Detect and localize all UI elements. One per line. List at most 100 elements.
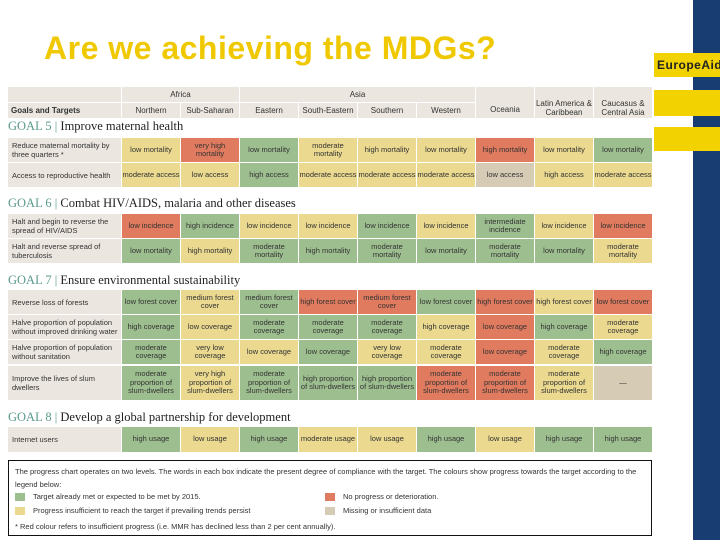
status-cell: moderate mortality — [476, 239, 534, 263]
status-cell: low coverage — [476, 340, 534, 364]
goal-heading: GOAL 7 | Ensure environmental sustainabi… — [8, 273, 608, 289]
region-group-africa: Africa — [122, 87, 239, 102]
status-cell: high incidence — [181, 214, 239, 238]
status-cell: moderate proportion of slum-dwellers — [122, 366, 180, 400]
status-cell: low incidence — [358, 214, 416, 238]
status-cell: moderate mortality — [358, 239, 416, 263]
legend-item-gray: Missing or insufficient data — [325, 506, 431, 516]
status-cell: low incidence — [240, 214, 298, 238]
status-cell: medium forest cover — [181, 290, 239, 314]
status-cell: very high proportion of slum-dwellers — [181, 366, 239, 400]
status-cell: low mortality — [122, 138, 180, 162]
status-cell: low incidence — [299, 214, 357, 238]
status-cell: low forest cover — [122, 290, 180, 314]
status-cell: low mortality — [240, 138, 298, 162]
status-cell: high coverage — [535, 315, 593, 339]
column-header: Southern — [358, 103, 416, 118]
column-header: Eastern — [240, 103, 298, 118]
status-cell: very high mortality — [181, 138, 239, 162]
separator: | — [51, 273, 61, 287]
column-header: Caucasus & Central Asia — [594, 87, 652, 118]
header-blank — [8, 87, 121, 102]
target-label: Halve proportion of population without s… — [8, 340, 121, 364]
goal-number: GOAL 6 — [8, 196, 52, 210]
status-cell: high forest cover — [299, 290, 357, 314]
legend-item-red: No progress or deterioration. — [325, 492, 439, 502]
status-cell: low coverage — [476, 315, 534, 339]
status-cell: low mortality — [417, 239, 475, 263]
status-cell: high usage — [122, 427, 180, 452]
yellow-swatch — [15, 507, 25, 516]
brand-sidebar-bar — [693, 0, 720, 540]
status-cell: moderate coverage — [594, 315, 652, 339]
status-cell: moderate proportion of slum-dwellers — [240, 366, 298, 400]
goal-number: GOAL 8 — [8, 410, 52, 424]
separator: | — [51, 196, 61, 210]
legend-item-green: Target already met or expected to be met… — [15, 492, 201, 502]
status-cell: low incidence — [535, 214, 593, 238]
target-label: Halve proportion of population without i… — [8, 315, 121, 339]
status-cell: high coverage — [594, 340, 652, 364]
status-cell: intermediate incidence — [476, 214, 534, 238]
goal-title: Improve maternal health — [60, 119, 184, 133]
status-cell: low forest cover — [594, 290, 652, 314]
status-cell: high proportion of slum-dwellers — [358, 366, 416, 400]
gray-swatch — [325, 507, 335, 516]
status-cell: moderate mortality — [240, 239, 298, 263]
separator: | — [51, 410, 61, 424]
target-label: Improve the lives of slum dwellers — [8, 366, 121, 400]
separator: | — [51, 119, 61, 133]
legend-footnote: * Red colour refers to insufficient prog… — [15, 522, 336, 531]
status-cell: high usage — [417, 427, 475, 452]
status-cell: low incidence — [594, 214, 652, 238]
status-cell: low usage — [181, 427, 239, 452]
status-cell: low mortality — [122, 239, 180, 263]
status-cell: low usage — [476, 427, 534, 452]
europeaid-logo: EuropeAid — [654, 53, 720, 77]
status-cell: moderate coverage — [240, 315, 298, 339]
status-cell: moderate proportion of slum-dwellers — [535, 366, 593, 400]
status-cell: moderate mortality — [299, 138, 357, 162]
status-cell: high access — [535, 163, 593, 187]
status-cell: low mortality — [535, 138, 593, 162]
status-cell: low usage — [358, 427, 416, 452]
legend-label: No progress or deterioration. — [343, 492, 439, 501]
goal-number: GOAL 5 — [8, 119, 52, 133]
status-cell: low coverage — [240, 340, 298, 364]
status-cell: high access — [240, 163, 298, 187]
status-cell: low mortality — [594, 138, 652, 162]
status-cell: high usage — [535, 427, 593, 452]
status-cell: low coverage — [181, 315, 239, 339]
status-cell: low forest cover — [417, 290, 475, 314]
column-header: Sub-Saharan — [181, 103, 239, 118]
status-cell: moderate coverage — [535, 340, 593, 364]
status-cell: high forest cover — [535, 290, 593, 314]
red-swatch — [325, 493, 335, 502]
status-cell: moderate access — [358, 163, 416, 187]
status-cell: high coverage — [122, 315, 180, 339]
status-cell: very low coverage — [181, 340, 239, 364]
status-cell: high mortality — [476, 138, 534, 162]
status-cell: medium forest cover — [358, 290, 416, 314]
goal-title: Ensure environmental sustainability — [60, 273, 241, 287]
status-cell: moderate proportion of slum-dwellers — [476, 366, 534, 400]
status-cell: low mortality — [535, 239, 593, 263]
column-header: Oceania — [476, 87, 534, 118]
status-cell: moderate coverage — [417, 340, 475, 364]
legend-label: Target already met or expected to be met… — [33, 492, 201, 501]
status-cell: moderate coverage — [358, 315, 416, 339]
status-cell: — — [594, 366, 652, 400]
status-cell: moderate coverage — [122, 340, 180, 364]
status-cell: moderate usage — [299, 427, 357, 452]
status-cell: high usage — [240, 427, 298, 452]
goals-targets-header: Goals and Targets — [8, 103, 121, 118]
status-cell: high mortality — [299, 239, 357, 263]
goal-title: Develop a global partnership for develop… — [60, 410, 291, 424]
column-header: South-Eastern — [299, 103, 357, 118]
status-cell: low access — [476, 163, 534, 187]
status-cell: very low coverage — [358, 340, 416, 364]
status-cell: high usage — [594, 427, 652, 452]
status-cell: low incidence — [417, 214, 475, 238]
status-cell: low incidence — [122, 214, 180, 238]
status-cell: moderate access — [417, 163, 475, 187]
